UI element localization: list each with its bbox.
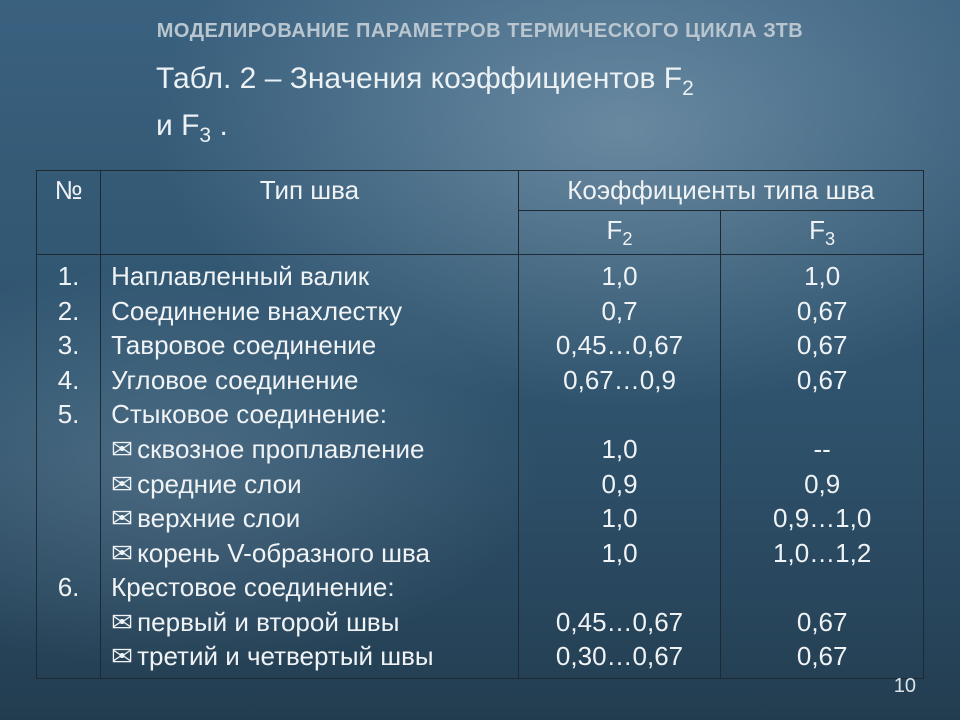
f3-sub: 3 <box>825 229 835 249</box>
col-header-number: № <box>37 170 101 254</box>
cell-types: Наплавленный валикСоединение внахлесткуТ… <box>101 255 519 679</box>
f2-label: F <box>607 215 623 245</box>
caption-text-2b: . <box>211 109 228 142</box>
table-line: 1. <box>47 259 90 294</box>
table-line: 2. <box>47 294 90 329</box>
table-line <box>47 536 90 571</box>
table-line: 0,67 <box>731 605 913 640</box>
table-line <box>47 467 90 502</box>
bullet-icon: ✉ <box>111 501 137 536</box>
table-line: 0,9 <box>731 467 913 502</box>
slide: МОДЕЛИРОВАНИЕ ПАРАМЕТРОВ ТЕРМИЧЕСКОГО ЦИ… <box>0 0 960 720</box>
f2-sub: 2 <box>622 229 632 249</box>
table-line: -- <box>731 432 913 467</box>
table-line <box>529 570 711 605</box>
table-line <box>529 397 711 432</box>
table-line: ✉средние слои <box>111 467 508 502</box>
table-line: 6. <box>47 570 90 605</box>
table-line: 1,0 <box>529 432 711 467</box>
col-header-type: Тип шва <box>101 170 519 254</box>
table-line: 0,67…0,9 <box>529 363 711 398</box>
table-line: 1,0…1,2 <box>731 536 913 571</box>
table-line <box>47 639 90 674</box>
table-line: Наплавленный валик <box>111 259 508 294</box>
caption-sub-2: 3 <box>199 124 211 147</box>
table-line: 0,67 <box>731 294 913 329</box>
table-line <box>731 570 913 605</box>
bullet-icon: ✉ <box>111 605 137 640</box>
col-header-f3: F3 <box>721 210 924 254</box>
table-line: ✉корень V-образного шва <box>111 536 508 571</box>
table-line: 1,0 <box>529 259 711 294</box>
bullet-icon: ✉ <box>111 432 137 467</box>
page-number: 10 <box>894 675 916 698</box>
table-line <box>47 501 90 536</box>
cell-numbers: 1.2.3.4.5. 6. <box>37 255 101 679</box>
table-line: Угловое соединение <box>111 363 508 398</box>
table-line: 5. <box>47 397 90 432</box>
table-line: 1,0 <box>529 501 711 536</box>
table-line: Соединение внахлестку <box>111 294 508 329</box>
table-line <box>47 605 90 640</box>
table-line: 0,9 <box>529 467 711 502</box>
table-line: Тавровое соединение <box>111 328 508 363</box>
table-line <box>47 432 90 467</box>
table-caption: Табл. 2 – Значения коэффициентов F2 и F3… <box>156 57 924 152</box>
table-line: 0,30…0,67 <box>529 639 711 674</box>
col-header-coeff-group: Коэффициенты типа шва <box>518 170 923 210</box>
cell-f2: 1,00,70,45…0,670,67…0,9 1,00,91,01,0 0,4… <box>518 255 721 679</box>
f3-label: F <box>809 215 825 245</box>
col-header-f2: F2 <box>518 210 721 254</box>
cell-f3: 1,00,670,670,67 --0,90,9…1,01,0…1,2 0,67… <box>721 255 924 679</box>
table-line: Стыковое соединение: <box>111 397 508 432</box>
table-line: 0,45…0,67 <box>529 605 711 640</box>
bullet-icon: ✉ <box>111 639 137 674</box>
table-line: 3. <box>47 328 90 363</box>
table-line: 0,67 <box>731 328 913 363</box>
table-line: ✉первый и второй швы <box>111 605 508 640</box>
table-line: 0,67 <box>731 639 913 674</box>
caption-sub-1: 2 <box>682 77 694 100</box>
table-line: Крестовое соединение: <box>111 570 508 605</box>
table-line: 0,67 <box>731 363 913 398</box>
coefficients-table: № Тип шва Коэффициенты типа шва F2 F3 1.… <box>36 170 924 679</box>
bullet-icon: ✉ <box>111 536 137 571</box>
table-line: ✉верхние слои <box>111 501 508 536</box>
table-line: 0,7 <box>529 294 711 329</box>
table-line: 1,0 <box>731 259 913 294</box>
caption-text-1: Табл. 2 – Значения коэффициентов F <box>156 62 682 95</box>
table-body-row: 1.2.3.4.5. 6. Наплавленный валикСоединен… <box>37 255 924 679</box>
table-header-row: № Тип шва Коэффициенты типа шва <box>37 170 924 210</box>
caption-text-2a: и F <box>156 109 199 142</box>
table-line: ✉третий и четвертый швы <box>111 639 508 674</box>
bullet-icon: ✉ <box>111 467 137 502</box>
table-line: 0,9…1,0 <box>731 501 913 536</box>
table-line: ✉сквозное проплавление <box>111 432 508 467</box>
table-line: 4. <box>47 363 90 398</box>
table-line: 1,0 <box>529 536 711 571</box>
table-line <box>731 397 913 432</box>
slide-title: МОДЕЛИРОВАНИЕ ПАРАМЕТРОВ ТЕРМИЧЕСКОГО ЦИ… <box>36 20 924 43</box>
table-line: 0,45…0,67 <box>529 328 711 363</box>
